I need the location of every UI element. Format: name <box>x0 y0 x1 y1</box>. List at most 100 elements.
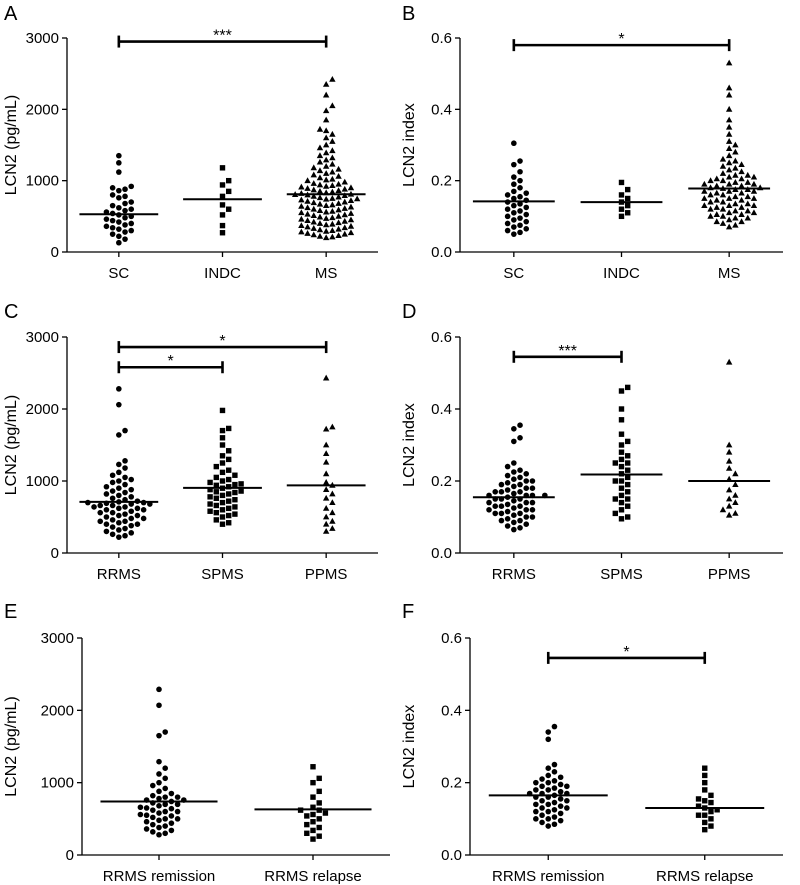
data-point <box>539 797 545 804</box>
data-point <box>335 193 342 200</box>
data-point <box>310 186 317 193</box>
data-point <box>545 729 552 735</box>
data-point <box>109 509 116 516</box>
data-point <box>322 458 330 465</box>
data-point <box>702 772 708 779</box>
data-point <box>625 496 631 502</box>
data-point <box>219 521 226 527</box>
data-point <box>156 810 162 816</box>
x-tick-label: PPMS <box>708 566 751 583</box>
data-point <box>335 187 342 194</box>
data-point <box>695 796 702 802</box>
data-point <box>232 511 238 517</box>
data-point <box>116 432 122 438</box>
data-point <box>714 807 720 813</box>
data-point <box>517 503 523 510</box>
data-point <box>322 127 330 134</box>
data-point <box>732 200 739 207</box>
data-point <box>701 202 708 209</box>
data-point <box>156 795 162 802</box>
data-point <box>168 820 175 826</box>
data-point <box>498 489 505 495</box>
data-point <box>719 205 727 212</box>
data-point <box>708 799 714 806</box>
data-point <box>109 217 116 224</box>
data-point <box>557 788 564 795</box>
data-point <box>143 805 150 811</box>
data-point <box>168 805 175 812</box>
data-point <box>122 481 128 488</box>
data-point <box>174 794 181 800</box>
data-point <box>750 202 758 209</box>
data-point <box>335 232 342 238</box>
data-point <box>322 156 330 163</box>
data-point <box>504 516 511 522</box>
data-point <box>103 514 110 520</box>
data-point <box>316 775 322 782</box>
data-point <box>316 226 324 233</box>
data-point <box>298 183 305 190</box>
data-point <box>529 485 536 492</box>
data-point <box>156 817 162 824</box>
data-point <box>612 460 618 466</box>
data-point <box>517 510 523 517</box>
data-point <box>738 182 745 189</box>
data-point <box>504 487 511 493</box>
data-point <box>122 214 128 221</box>
data-point <box>529 514 536 520</box>
data-point <box>335 206 342 213</box>
data-point <box>310 819 316 825</box>
data-point <box>511 460 517 466</box>
data-point <box>226 448 232 454</box>
data-point <box>504 508 511 515</box>
data-point <box>116 461 122 468</box>
data-point <box>329 188 336 195</box>
data-point <box>310 231 317 238</box>
data-point <box>140 507 147 513</box>
data-point <box>618 406 625 412</box>
data-point <box>708 823 714 829</box>
data-point <box>564 783 570 790</box>
data-point <box>725 116 733 123</box>
data-point <box>732 470 739 477</box>
data-point <box>304 197 311 204</box>
data-point <box>207 508 213 514</box>
data-point <box>625 384 631 391</box>
data-point <box>738 161 745 168</box>
data-point <box>347 197 355 204</box>
data-point <box>213 463 219 470</box>
data-point <box>504 206 511 212</box>
data-point <box>511 469 517 475</box>
data-point <box>517 467 523 474</box>
data-point <box>316 181 324 188</box>
data-point <box>533 779 539 786</box>
data-point <box>310 764 316 770</box>
y-tick-label: 0 <box>51 545 59 562</box>
y-tick-label: 2000 <box>26 401 59 418</box>
data-point <box>109 502 116 509</box>
data-point <box>713 204 720 210</box>
data-point <box>725 457 733 464</box>
data-point <box>618 179 625 186</box>
data-point <box>150 782 156 789</box>
data-point <box>226 177 232 184</box>
data-point <box>232 481 238 488</box>
data-point <box>551 821 558 828</box>
data-point <box>316 207 324 214</box>
data-point <box>511 188 517 195</box>
data-point <box>719 191 727 198</box>
data-point <box>329 168 336 175</box>
data-point <box>725 358 733 365</box>
data-point <box>207 494 213 500</box>
data-point <box>618 449 625 455</box>
data-point <box>504 213 511 220</box>
data-point <box>504 523 511 529</box>
data-point <box>517 489 523 495</box>
panel-label: F <box>402 601 414 623</box>
x-tick-label: INDC <box>603 265 640 282</box>
y-tick-label: 0.0 <box>431 244 452 261</box>
data-point <box>725 91 733 98</box>
data-point <box>725 209 733 216</box>
data-point <box>719 220 727 226</box>
data-point <box>137 811 144 818</box>
